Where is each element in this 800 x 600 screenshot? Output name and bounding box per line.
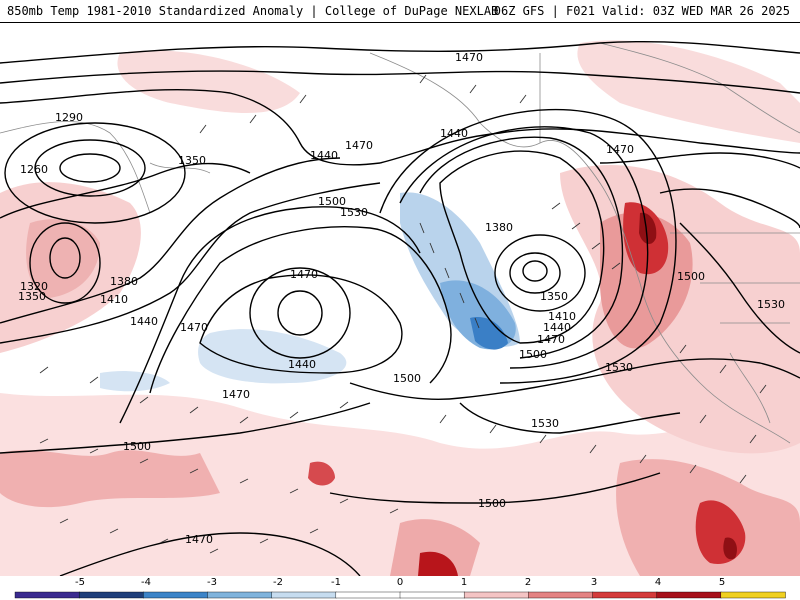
colorbar-segment xyxy=(14,591,80,599)
model-run-info: 06Z GFS | F021 Valid: 03Z WED MAR 26 202… xyxy=(493,4,790,18)
contour-label: 1320 xyxy=(20,280,48,293)
contour-label: 1440 xyxy=(440,127,468,140)
contour-label: 1530 xyxy=(605,361,633,374)
contour-label: 1440 xyxy=(288,358,316,371)
contour-label: 1350 xyxy=(18,290,46,303)
colorbar-tick: -5 xyxy=(75,577,85,588)
colorbar-tick: 3 xyxy=(590,577,598,588)
colorbar-tick: 2 xyxy=(524,577,532,588)
contour-label: 1530 xyxy=(757,298,785,311)
map-header: 850mb Temp 1981-2010 Standardized Anomal… xyxy=(0,0,800,22)
contour-label: 1470 xyxy=(290,268,318,281)
contour-label: 1260 xyxy=(20,163,48,176)
contour-label: 1500 xyxy=(677,270,705,283)
coastlines xyxy=(0,42,800,444)
colorbar-tick: -1 xyxy=(331,577,341,588)
contour-label: 1380 xyxy=(485,221,513,234)
contour-label: 1440 xyxy=(130,315,158,328)
map-title: 850mb Temp 1981-2010 Standardized Anomal… xyxy=(7,4,499,18)
contour-label: 1410 xyxy=(100,293,128,306)
colorbar-segment xyxy=(207,591,273,599)
colorbar-tick: 4 xyxy=(654,577,662,588)
anomaly-colorbar: -5 -4 -3 -2 -1 0 1 2 3 4 5 xyxy=(0,576,800,600)
contour-label: 1470 xyxy=(537,333,565,346)
contour-label: 1470 xyxy=(180,321,208,334)
colorbar-segment xyxy=(271,591,337,599)
colorbar-segment xyxy=(78,591,145,599)
colorbar-segment xyxy=(720,591,786,599)
colorbar-tick: -3 xyxy=(207,577,217,588)
colorbar-tick: -4 xyxy=(141,577,151,588)
contour-label: 1440 xyxy=(543,321,571,334)
contour-label: 1470 xyxy=(222,388,250,401)
anomaly-shading xyxy=(0,40,800,576)
contour-label: 1500 xyxy=(123,440,151,453)
colorbar-segment xyxy=(143,591,209,599)
colorbar-segment xyxy=(463,591,530,599)
contour-labels: 1290 1260 1350 1320 1350 1380 1410 1440 … xyxy=(18,51,785,546)
contour-label: 1470 xyxy=(455,51,483,64)
contour-label: 1440 xyxy=(310,149,338,162)
contour-label: 1530 xyxy=(531,417,559,430)
contour-label: 1500 xyxy=(519,348,547,361)
contour-label: 1410 xyxy=(548,310,576,323)
contour-label: 1470 xyxy=(185,533,213,546)
contour-label: 1350 xyxy=(178,154,206,167)
contour-label: 1500 xyxy=(318,195,346,208)
colorbar-tick: -2 xyxy=(273,577,283,588)
contour-label: 1470 xyxy=(345,139,373,152)
colorbar-tick: 5 xyxy=(718,577,726,588)
colorbar-segment xyxy=(335,591,401,599)
contour-label: 1470 xyxy=(606,143,634,156)
wind-barbs xyxy=(39,74,767,554)
colorbar-segment xyxy=(656,591,722,599)
contour-label: 1350 xyxy=(540,290,568,303)
contour-label: 1380 xyxy=(110,275,138,288)
colorbar-tick: 0 xyxy=(396,577,404,588)
colorbar-strip xyxy=(14,591,786,599)
map-canvas: 1290 1260 1350 1320 1350 1380 1410 1440 … xyxy=(0,40,800,576)
weather-map: 1290 1260 1350 1320 1350 1380 1410 1440 … xyxy=(0,22,800,577)
height-contours xyxy=(0,40,800,576)
contour-label: 1500 xyxy=(478,497,506,510)
colorbar-segment xyxy=(399,591,465,599)
contour-label: 1500 xyxy=(393,372,421,385)
contour-label: 1290 xyxy=(55,111,83,124)
colorbar-segment xyxy=(592,591,658,599)
colorbar-tick: 1 xyxy=(460,577,468,588)
contour-label: 1530 xyxy=(340,206,368,219)
colorbar-segment xyxy=(528,591,594,599)
